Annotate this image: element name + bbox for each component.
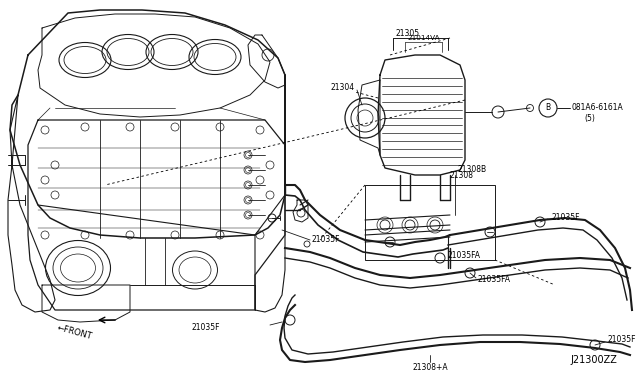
Text: 21304: 21304 — [331, 83, 355, 93]
Text: 21305: 21305 — [395, 29, 419, 38]
Text: 21035F: 21035F — [552, 214, 580, 222]
Text: 21308+A: 21308+A — [412, 363, 448, 372]
Text: 21308: 21308 — [450, 170, 474, 180]
Text: 21035F: 21035F — [607, 336, 636, 344]
Text: 081A6-6161A: 081A6-6161A — [572, 103, 624, 112]
Text: 21035FA: 21035FA — [477, 276, 510, 285]
Text: 21308B: 21308B — [458, 166, 487, 174]
Text: (5): (5) — [584, 113, 595, 122]
Text: 21014VA: 21014VA — [407, 35, 440, 41]
Text: B: B — [545, 103, 550, 112]
Bar — [365, 185, 495, 260]
Text: 21035F: 21035F — [312, 235, 340, 244]
Text: J21300ZZ: J21300ZZ — [570, 355, 617, 365]
Text: 21035FA: 21035FA — [447, 251, 480, 260]
Text: 21035F: 21035F — [191, 324, 220, 333]
Text: ←FRONT: ←FRONT — [56, 323, 93, 341]
